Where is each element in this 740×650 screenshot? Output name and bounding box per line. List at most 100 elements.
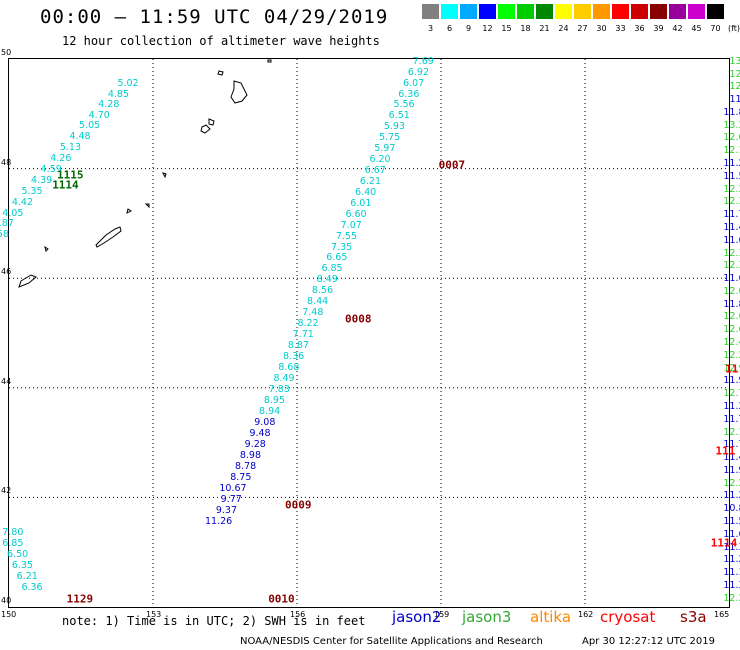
wave-height-value: 11.63 xyxy=(723,234,740,246)
coastline-island xyxy=(267,59,272,63)
wave-height-value: 4.85 xyxy=(107,88,129,100)
lon-tick-label: 150 xyxy=(1,610,17,619)
wave-height-value: 8.22 xyxy=(297,318,319,330)
wave-height-value: 4.59 xyxy=(40,163,62,175)
wave-height-value: 11.28 xyxy=(723,158,740,170)
legend-s3a: s3a xyxy=(680,608,707,626)
cycle-pass-label: 1115 xyxy=(57,168,84,182)
wave-height-value: 6.51 xyxy=(388,109,410,121)
wave-height-value: 8.36 xyxy=(283,351,305,363)
wave-height-value: 11.85 xyxy=(723,106,740,118)
scale-label: 9 xyxy=(465,24,472,33)
generated-timestamp: Apr 30 12:27:12 UTC 2019 xyxy=(582,636,715,647)
lat-tick-label: 44 xyxy=(1,376,12,386)
wave-height-value: 6.35 xyxy=(11,559,33,571)
scale-label: 12 xyxy=(482,24,493,33)
wave-height-value: 4.28 xyxy=(98,99,120,111)
scale-label: 18 xyxy=(520,24,531,33)
scale-swatch xyxy=(441,4,458,19)
wave-height-value: 5.97 xyxy=(374,142,396,154)
wave-height-value: 8.49 xyxy=(316,274,338,286)
scale-label: 42 xyxy=(672,24,683,33)
wave-height-value: 13.23 xyxy=(723,119,740,131)
wave-height-value: 8.98 xyxy=(239,449,261,461)
wave-height-value: 12.27 xyxy=(723,477,740,489)
wave-height-value: 3.87 xyxy=(0,218,14,230)
scale-swatch xyxy=(460,4,477,19)
scale-swatch xyxy=(707,4,724,19)
lat-tick-label: 40 xyxy=(1,596,12,605)
scale-swatch xyxy=(688,4,705,19)
coastline-island xyxy=(162,172,167,179)
wave-height-value: 7.71 xyxy=(292,329,314,341)
wave-height-value: 12.15 xyxy=(723,426,740,438)
wave-height-value: 11.23 xyxy=(723,490,740,502)
cycle-pass-label: 1114 xyxy=(52,178,79,192)
wave-height-value: 7.55 xyxy=(335,230,357,242)
wave-height-value: 11.10 xyxy=(723,567,740,579)
wave-height-value: 5.93 xyxy=(383,120,405,132)
wave-height-value: 9.28 xyxy=(244,438,266,450)
wave-height-value: 4.70 xyxy=(88,109,110,121)
wave-height-value: 11.26 xyxy=(723,554,740,566)
wave-height-value: 12.21 xyxy=(723,183,740,195)
wave-height-value: 10.67 xyxy=(219,482,247,494)
wave-height-value: 12.67 xyxy=(723,324,740,336)
scale-label: 33 xyxy=(615,24,626,33)
wave-height-value: 11.96 xyxy=(723,464,740,476)
wave-height-value: 8.95 xyxy=(263,394,285,406)
scale-swatch xyxy=(593,4,610,19)
legend-jason2: jason2 xyxy=(392,608,442,626)
wave-height-value: 12.10 xyxy=(723,145,740,157)
scale-swatch xyxy=(536,4,553,19)
wave-height-value: 4.26 xyxy=(50,153,72,165)
wave-height-value: 7.07 xyxy=(340,219,362,231)
wave-height-value: 11.26 xyxy=(204,515,233,527)
wave-height-value: 6.20 xyxy=(369,153,391,165)
wave-height-value: 6.21 xyxy=(359,175,381,187)
wave-height-value: 11.70 xyxy=(723,439,740,451)
coastline-island xyxy=(200,124,211,134)
wave-height-value: 6.67 xyxy=(364,164,386,176)
coastline-island xyxy=(95,226,122,248)
wave-height-value: 6.36 xyxy=(398,88,420,100)
scale-swatch xyxy=(479,4,496,19)
wave-height-value: 12.32 xyxy=(723,196,740,208)
scale-label: 15 xyxy=(501,24,512,33)
lon-tick-label: 156 xyxy=(290,610,306,619)
wave-height-value: 11.38 xyxy=(723,541,740,553)
scale-swatch xyxy=(612,4,629,19)
wave-height-value: 12.79 xyxy=(723,388,740,400)
scale-label: 39 xyxy=(653,24,664,33)
wave-height-value: 12.03 xyxy=(723,285,740,297)
coastline-island xyxy=(217,70,224,76)
wave-height-value: 9.48 xyxy=(249,427,271,439)
coastline-island xyxy=(126,208,132,214)
lat-tick-label: 42 xyxy=(1,486,12,496)
wave-height-value: 12.06 xyxy=(723,132,740,144)
wave-height-value: 8.68 xyxy=(278,362,300,374)
lon-tick-label: 165 xyxy=(714,610,730,619)
legend-jason3: jason3 xyxy=(462,608,512,626)
wave-height-value: 5.02 xyxy=(117,77,139,89)
cycle-pass-label: 1114 xyxy=(710,536,738,550)
wave-height-value: 3.58 xyxy=(0,229,9,241)
coastline-island xyxy=(230,80,248,104)
wave-height-value: 7.48 xyxy=(302,307,324,319)
wave-height-value: 6.85 xyxy=(321,263,343,275)
wave-height-value: 11.46 xyxy=(723,452,740,464)
wave-height-value: 9.77 xyxy=(220,493,242,505)
scale-swatch xyxy=(574,4,591,19)
wave-height-value: 6.40 xyxy=(355,186,377,198)
map-plot-area: 5.02 4.85 4.28 4.70 5.05 4.48 5.13 4.26 4.59 4.39… xyxy=(0,56,740,608)
scale-label: 36 xyxy=(634,24,645,33)
scale-label: 3 xyxy=(427,24,434,33)
cycle-pass-label: 0007 xyxy=(438,158,466,172)
wave-height-value: 6.36 xyxy=(21,581,43,593)
coastline-island xyxy=(208,118,215,126)
wave-height-value: 7.35 xyxy=(331,241,353,253)
wave-height-value: 11.56 xyxy=(723,170,740,182)
cycle-pass-label: 0008 xyxy=(345,312,372,326)
page-title: 00:00 – 11:59 UTC 04/29/2019 xyxy=(40,6,389,28)
